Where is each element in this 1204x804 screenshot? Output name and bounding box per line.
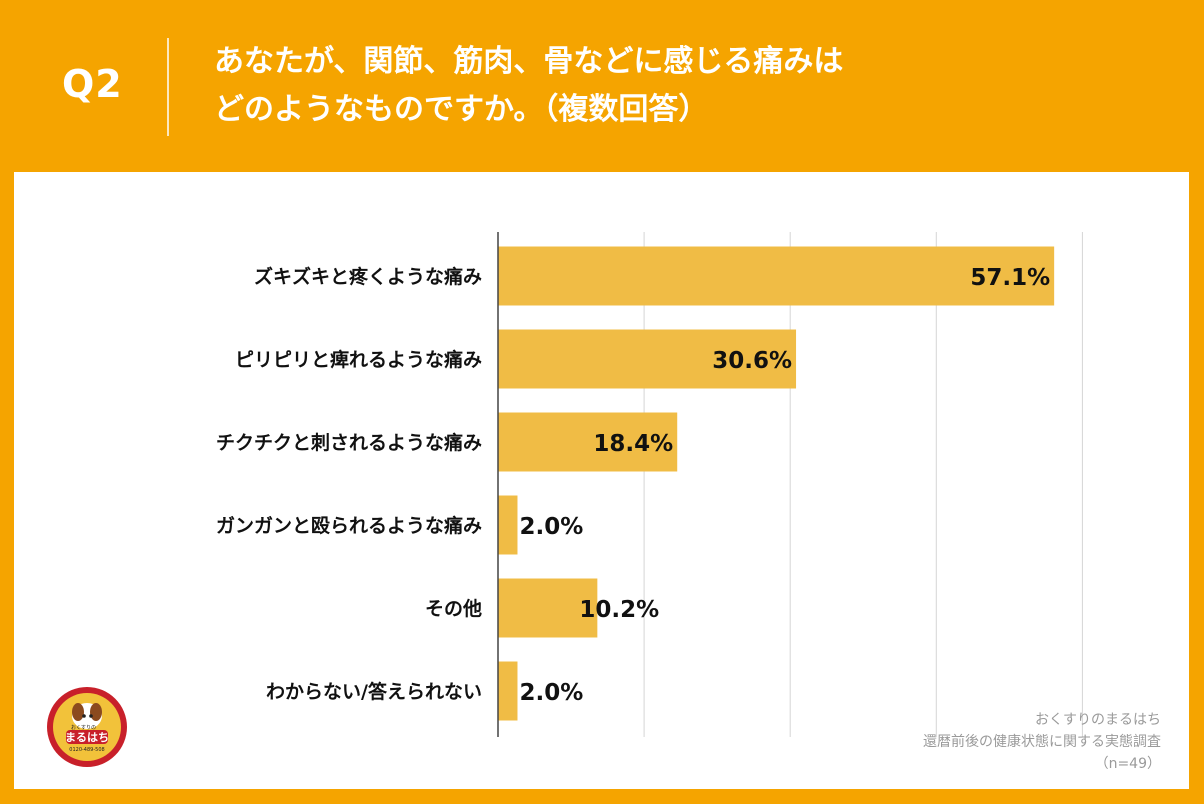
chart-panel: ズキズキと疼くような痛みピリピリと痺れるような痛みチクチクと刺されるような痛みガ… — [14, 172, 1189, 789]
value-labels: 57.1% 30.6% 18.4% 2.0% 10.2% 2.0% — [519, 265, 1050, 706]
value-label: 57.1% — [970, 265, 1050, 291]
bars — [498, 246, 1055, 721]
header: Q2 あなたが、関節、筋肉、骨などに感じる痛みは どのようなものですか。（複数回… — [0, 0, 1204, 172]
category-label: ズキズキと疼くような痛み — [254, 265, 482, 288]
category-labels: ズキズキと疼くような痛みピリピリと痺れるような痛みチクチクと刺されるような痛みガ… — [216, 265, 482, 703]
value-label: 2.0% — [519, 680, 583, 706]
category-label: その他 — [425, 597, 482, 620]
source-note: おくすりのまるはち 還暦前後の健康状態に関する実態調査 （n=49） — [923, 709, 1161, 775]
logo-text: まるはち — [65, 731, 109, 744]
source-line2: 還暦前後の健康状態に関する実態調査 — [923, 734, 1161, 750]
category-label: ガンガンと殴られるような痛み — [216, 514, 482, 537]
question-title-line1: あなたが、関節、筋肉、骨などに感じる痛みは — [214, 44, 844, 79]
value-label: 18.4% — [593, 431, 673, 457]
grid-lines — [643, 232, 1083, 737]
bar — [498, 246, 1055, 306]
source-line3: （n=49） — [1094, 756, 1161, 772]
bar — [498, 412, 678, 472]
logo-sub-text: おくすりの — [71, 724, 96, 731]
source-line1: おくすりのまるはち — [1035, 712, 1161, 728]
question-title-line2: どのようなものですか。（複数回答） — [214, 92, 709, 127]
bar — [498, 329, 797, 389]
brand-logo: まるはち おくすりの 0120-489-508 — [46, 686, 128, 768]
bar — [498, 578, 598, 638]
bar — [498, 661, 518, 721]
category-label: ピリピリと痺れるような痛み — [235, 348, 482, 371]
question-number: Q2 — [62, 62, 123, 106]
value-label: 2.0% — [519, 514, 583, 540]
question-title: あなたが、関節、筋肉、骨などに感じる痛みは どのようなものですか。（複数回答） — [214, 38, 843, 134]
logo-phone: 0120-489-508 — [69, 747, 104, 753]
value-label: 10.2% — [579, 597, 659, 623]
header-divider — [167, 38, 169, 136]
value-label: 30.6% — [712, 348, 792, 374]
category-label: チクチクと刺されるような痛み — [216, 431, 482, 454]
bar — [498, 495, 518, 555]
category-label: わからない/答えられない — [266, 680, 482, 703]
bar-chart: ズキズキと疼くような痛みピリピリと痺れるような痛みチクチクと刺されるような痛みガ… — [216, 232, 1083, 737]
